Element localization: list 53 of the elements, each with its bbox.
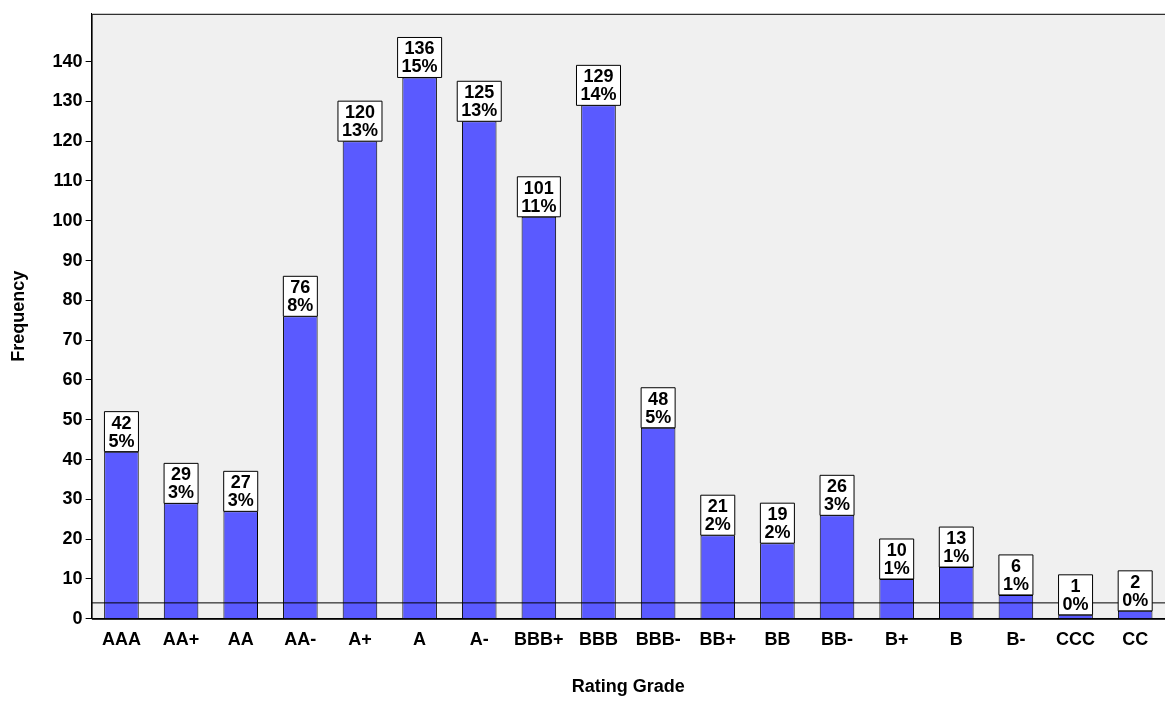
data-label: 76 8%: [287, 277, 314, 316]
y-tick-label: 80: [62, 289, 83, 310]
data-label: 6 1%: [1002, 555, 1029, 594]
x-tick-label: BBB+: [514, 628, 564, 649]
data-label: 129 14%: [580, 66, 617, 105]
x-tick-label: CC: [1122, 628, 1149, 649]
x-axis-title: Rating Grade: [571, 676, 685, 697]
x-tick-label: BBB-: [635, 628, 681, 649]
data-label: 42 5%: [108, 412, 135, 451]
x-tick-label: BBB: [579, 628, 618, 649]
y-tick-label: 130: [52, 90, 83, 111]
y-tick-label: 90: [62, 249, 83, 270]
data-label: 29 3%: [168, 464, 195, 503]
data-label: 19 2%: [764, 504, 791, 543]
x-tick-label: BB: [764, 628, 791, 649]
y-tick-label: 0: [72, 607, 83, 628]
x-tick-label: AA-: [284, 628, 317, 649]
x-tick-label: A+: [348, 628, 372, 649]
data-label: 2 0%: [1122, 571, 1149, 610]
x-tick-label: B-: [1006, 628, 1026, 649]
data-label: 21 2%: [704, 496, 731, 535]
x-tick-label: A: [413, 628, 427, 649]
x-tick-label: B+: [884, 628, 909, 649]
data-label: 136 15%: [401, 38, 438, 77]
y-tick-label: 50: [62, 408, 83, 429]
y-tick-label: 30: [62, 488, 83, 509]
y-tick-label: 40: [62, 448, 83, 469]
x-tick-label: B: [949, 628, 963, 649]
x-tick-label: AA+: [162, 628, 200, 649]
x-tick-label: CCC: [1056, 628, 1096, 649]
data-label: 1 0%: [1062, 575, 1089, 614]
x-tick-label: BB-: [821, 628, 854, 649]
y-tick-label: 110: [53, 169, 83, 190]
data-label: 125 13%: [461, 82, 498, 121]
x-tick-label: BB+: [699, 628, 737, 649]
data-label: 13 1%: [943, 528, 970, 567]
y-tick-label: 20: [62, 528, 83, 549]
data-label: 26 3%: [824, 476, 851, 515]
y-tick-label: 120: [52, 130, 83, 151]
x-tick-label: AAA: [101, 628, 141, 649]
data-label: 27 3%: [227, 472, 254, 511]
data-label: 101 11%: [521, 177, 557, 216]
y-axis-title: Frequency: [7, 270, 28, 362]
x-tick-label: A-: [469, 628, 489, 649]
data-label: 48 5%: [645, 388, 672, 427]
data-label: 120 13%: [341, 102, 378, 141]
y-tick-label: 60: [62, 368, 83, 389]
x-tick-label: AA: [227, 628, 254, 649]
y-tick-label: 140: [52, 50, 83, 71]
data-label: 10 1%: [883, 539, 910, 578]
y-tick-label: 100: [52, 209, 83, 230]
y-tick-label: 70: [62, 329, 83, 350]
y-tick-label: 10: [62, 567, 83, 588]
